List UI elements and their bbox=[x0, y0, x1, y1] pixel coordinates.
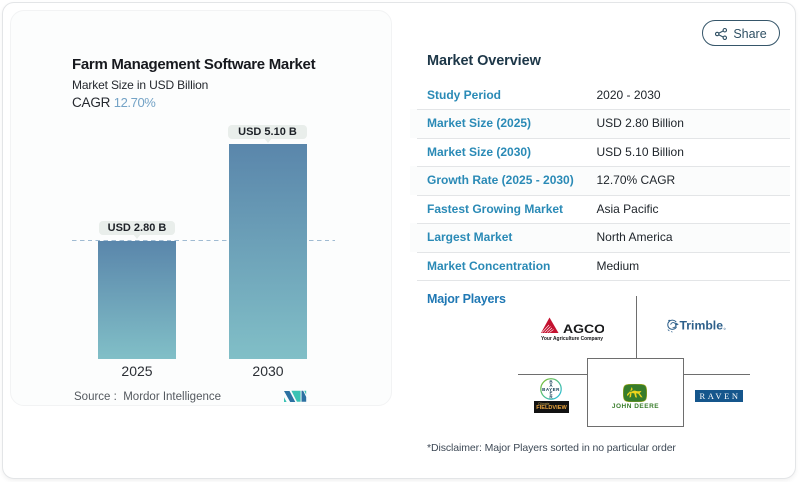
svg-text:B: B bbox=[549, 379, 553, 384]
svg-text:E: E bbox=[549, 391, 552, 396]
svg-text:AGCO: AGCO bbox=[563, 324, 604, 336]
svg-text:Trimble: Trimble bbox=[680, 319, 724, 333]
svg-text:BAYER: BAYER bbox=[542, 387, 560, 392]
svg-text:Your Agriculture Company: Your Agriculture Company bbox=[541, 336, 603, 341]
svg-text:R: R bbox=[549, 394, 553, 399]
svg-text:A: A bbox=[549, 383, 553, 388]
